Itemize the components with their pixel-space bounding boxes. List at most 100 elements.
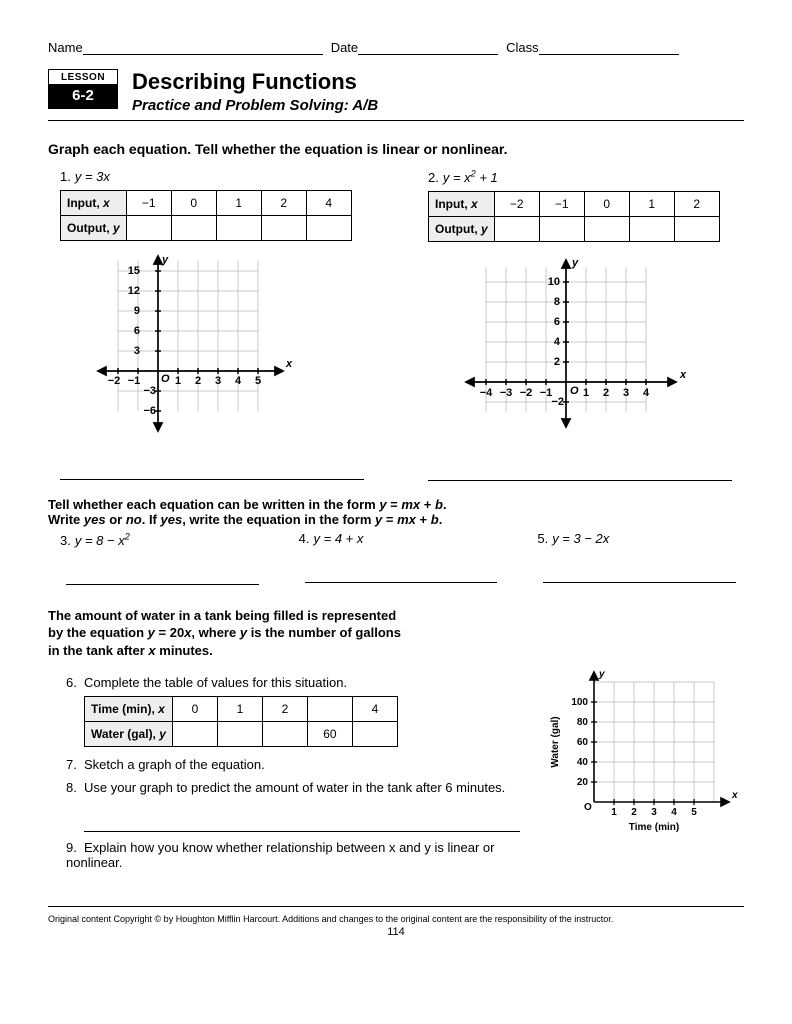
p2-output-label: Output, y [429,217,495,242]
svg-text:−1: −1 [128,375,141,387]
p2-out-1[interactable] [539,217,584,242]
p2-input-label: Input, x [429,192,495,217]
mini-xlabel: Time (min) [629,822,679,833]
svg-text:y: y [571,257,579,269]
p2-out-4[interactable] [674,217,719,242]
problems-3-5: 3.y = 8 − x2 4.y = 4 + x 5.y = 3 − 2x [48,527,744,584]
q6-r2-1[interactable] [217,722,262,747]
svg-text:2: 2 [195,375,201,387]
p1-in-1: 0 [171,191,216,216]
date-label: Date [331,40,358,55]
class-blank[interactable] [539,40,679,55]
mini-ylabel: Water (gal) [550,717,561,768]
svg-text:3: 3 [623,387,629,399]
p2-answer-blank[interactable] [428,462,732,481]
svg-text:2: 2 [554,356,560,368]
lesson-title: Describing Functions [132,69,378,95]
p2-table: Input, x −2 −1 0 1 2 Output, y [428,191,720,242]
q9: 9.Explain how you know whether relations… [66,840,528,870]
q8-blank[interactable] [84,815,520,832]
p1-out-2[interactable] [216,216,261,241]
date-blank[interactable] [358,40,498,55]
lesson-subtitle: Practice and Problem Solving: A/B [132,97,378,114]
svg-text:4: 4 [554,336,561,348]
svg-text:3: 3 [651,807,657,818]
q4-eq: y = 4 + x [314,531,364,546]
svg-text:6: 6 [134,325,140,337]
lesson-badge-top: LESSON [49,70,117,84]
svg-text:6: 6 [554,316,560,328]
svg-text:y: y [161,254,169,266]
p2-out-3[interactable] [629,217,674,242]
svg-text:x: x [731,790,738,801]
p2-in-4: 2 [674,192,719,217]
p2-in-3: 1 [629,192,674,217]
svg-text:60: 60 [577,737,589,748]
p1-num: 1. [60,169,71,184]
section2-line1: Tell whether each equation can be writte… [48,497,744,512]
q3-num: 3. [60,533,71,548]
svg-text:2: 2 [603,387,609,399]
p1-in-4: 4 [306,191,351,216]
p1-in-0: −1 [126,191,171,216]
divider [48,120,744,121]
p2-in-2: 0 [584,192,629,217]
p1-input-label: Input, x [61,191,127,216]
q6-r1-1: 1 [217,697,262,722]
q6-r2-2[interactable] [262,722,307,747]
svg-text:2: 2 [631,807,637,818]
section1-instruction: Graph each equation. Tell whether the eq… [48,141,744,157]
q4-blank[interactable] [305,566,498,583]
svg-text:80: 80 [577,717,589,728]
lesson-badge-num: 6-2 [49,84,117,108]
p2-num: 2. [428,170,439,185]
problems-1-2: 1.y = 3x Input, x −1 0 1 2 4 Output, y [48,165,744,481]
q6-table: Time (min), x 0 1 2 4 Water (gal), y 60 [84,696,398,747]
svg-text:1: 1 [175,375,181,387]
p1-out-4[interactable] [306,216,351,241]
lesson-header: LESSON 6-2 Describing Functions Practice… [48,69,744,114]
svg-text:9: 9 [134,305,140,317]
q6-r1-4: 4 [352,697,397,722]
q3-blank[interactable] [66,568,259,585]
p2-out-2[interactable] [584,217,629,242]
svg-text:−2: −2 [520,387,533,399]
name-label: Name [48,40,83,55]
q5-blank[interactable] [543,566,736,583]
p1-answer-blank[interactable] [60,461,364,480]
class-label: Class [506,40,539,55]
q6-row1-label: Time (min), x [85,697,173,722]
svg-text:10: 10 [548,276,560,288]
svg-text:−3: −3 [143,385,156,397]
p1-out-1[interactable] [171,216,216,241]
svg-text:−2: −2 [551,396,564,408]
q6-r2-0[interactable] [172,722,217,747]
svg-text:x: x [679,369,687,381]
p1-out-0[interactable] [126,216,171,241]
svg-text:1: 1 [611,807,617,818]
p1-output-label: Output, y [61,216,127,241]
svg-text:12: 12 [128,285,140,297]
section3-intro: The amount of water in a tank being fill… [48,607,744,660]
svg-text:−3: −3 [500,387,513,399]
q3-eq: y = 8 − x2 [75,533,130,548]
q6-r2-3: 60 [307,722,352,747]
p1-grid: y x O 15 12 9 6 3 −3 −6 −2 −1 1 2 3 4 5 [78,251,308,441]
p2-out-0[interactable] [494,217,539,242]
q6-r1-3[interactable] [307,697,352,722]
svg-text:15: 15 [128,265,140,277]
page-number: 114 [48,926,744,938]
svg-text:−6: −6 [143,405,156,417]
svg-text:x: x [285,358,293,370]
q6-r2-4[interactable] [352,722,397,747]
svg-text:−2: −2 [108,375,121,387]
copyright: Original content Copyright © by Houghton… [48,914,744,924]
name-blank[interactable] [83,40,323,55]
q6: 6.Complete the table of values for this … [66,675,528,690]
svg-text:100: 100 [571,697,588,708]
svg-text:O: O [161,373,170,385]
svg-text:5: 5 [255,375,261,387]
p2-grid: y x O 10 8 6 4 2 −2 −4 −3 −2 −1 1 2 3 4 [446,252,706,442]
problem-1: 1.y = 3x Input, x −1 0 1 2 4 Output, y [48,165,376,481]
p1-out-3[interactable] [261,216,306,241]
